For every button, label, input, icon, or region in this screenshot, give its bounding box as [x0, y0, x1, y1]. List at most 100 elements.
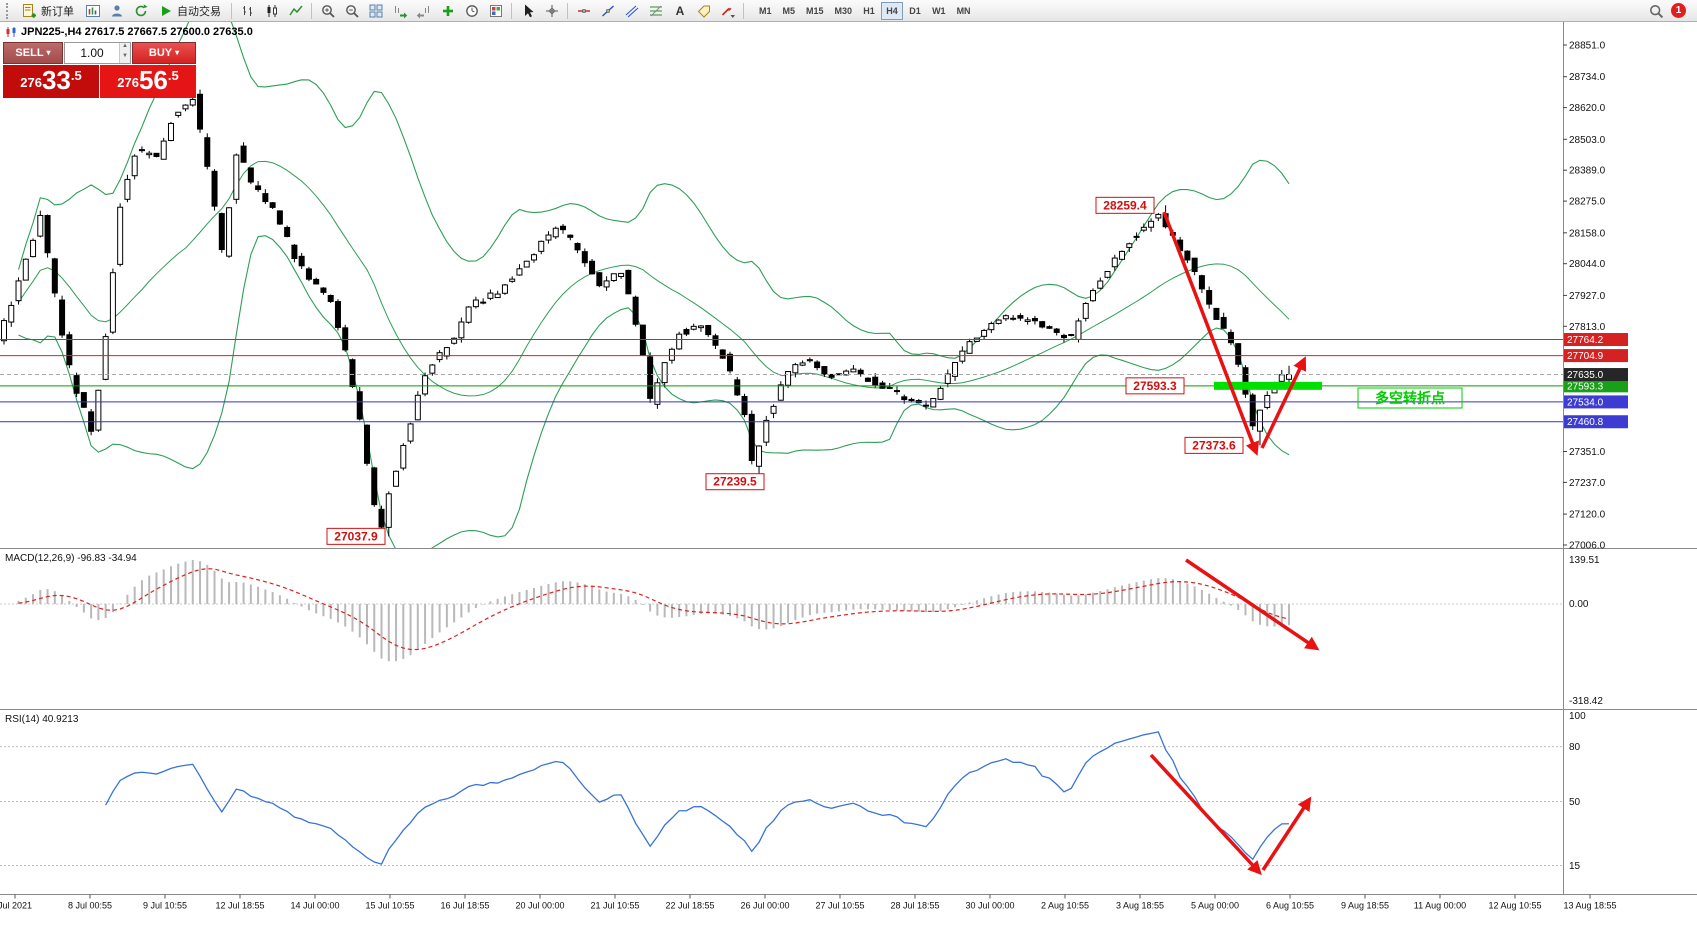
search-button[interactable] — [1644, 1, 1667, 21]
zoom-out-button[interactable] — [340, 1, 363, 21]
label-tool-button[interactable] — [692, 1, 715, 21]
turning-point-highlight[interactable] — [1214, 381, 1322, 390]
volume-down-icon[interactable]: ▼ — [120, 53, 130, 63]
periods-button[interactable] — [460, 1, 483, 21]
timeframe-m15-button[interactable]: M15 — [801, 2, 829, 20]
macd-plot[interactable] — [17, 560, 1291, 662]
sell-caret-icon: ▾ — [46, 48, 51, 57]
candle-body — [618, 272, 625, 278]
timeframe-w1-button[interactable]: W1 — [927, 2, 951, 20]
buy-caret-icon: ▾ — [175, 48, 180, 57]
tile-windows-button[interactable] — [364, 1, 387, 21]
profile-button[interactable] — [105, 1, 128, 21]
candle-body — [197, 93, 204, 130]
timeframe-m30-button[interactable]: M30 — [830, 2, 858, 20]
trend-arrow[interactable] — [1162, 211, 1260, 456]
fibonacci-tool-button[interactable] — [644, 1, 667, 21]
trend-arrow[interactable] — [1185, 558, 1320, 651]
rsi-level-label: 80 — [1569, 742, 1581, 753]
price-annotation-label: 27037.9 — [334, 529, 378, 543]
price-annotation-box[interactable] — [1184, 436, 1244, 454]
channel-tool-button[interactable] — [620, 1, 643, 21]
toolbar-separator — [567, 2, 568, 19]
timeframe-h1-button[interactable]: H1 — [858, 2, 880, 20]
refresh-button[interactable] — [129, 1, 152, 21]
timeframe-h4-button[interactable]: H4 — [881, 1, 904, 20]
auto-scroll-button[interactable] — [388, 1, 411, 21]
candle-body — [30, 239, 37, 258]
chart-shift-button[interactable] — [412, 1, 435, 21]
time-label: Jul 2021 — [0, 901, 32, 911]
candle-body — [1111, 257, 1118, 268]
timeframe-toolbar: M1 M5 M15 M30 H1 H4 D1 W1 MN — [754, 1, 976, 20]
price-annotation-label: 27239.5 — [713, 475, 757, 489]
turning-point-box[interactable] — [1357, 387, 1463, 409]
time-label: 13 Aug 18:55 — [1563, 901, 1616, 911]
charts-button[interactable] — [81, 1, 104, 21]
price-tag-label: 27534.0 — [1567, 397, 1604, 408]
shapes-tool-button[interactable] — [716, 1, 739, 21]
candle-body — [414, 394, 421, 421]
templates-button[interactable] — [484, 1, 507, 21]
chart-title: JPN225-,H4 27617.5 27667.5 27600.0 27635… — [5, 26, 253, 38]
candle-body — [814, 361, 821, 369]
price-annotation-box[interactable] — [1095, 196, 1155, 214]
chart-window-icon — [85, 4, 100, 17]
crosshair-button[interactable] — [540, 1, 563, 21]
time-axis[interactable]: Jul 2021 8 Jul 00:55 9 Jul 10:55 12 Jul 18:… — [0, 894, 1617, 911]
candle-body — [15, 280, 22, 302]
time-label: 16 Jul 18:55 — [440, 901, 489, 911]
cursor-button[interactable] — [516, 1, 539, 21]
line-chart-mode-button[interactable] — [284, 1, 307, 21]
timeframe-m1-button[interactable]: M1 — [754, 2, 777, 20]
sell-price-display[interactable]: 276 33.5 — [3, 65, 99, 98]
volume-up-icon[interactable]: ▲ — [120, 43, 130, 53]
trend-arrow[interactable] — [1261, 796, 1312, 871]
auto-scroll-icon — [394, 5, 407, 18]
buy-button[interactable]: BUY ▾ — [132, 42, 196, 64]
toolbar: 新订单 自动交易 — [0, 0, 1697, 22]
candle-body — [1213, 307, 1220, 320]
candle-body — [668, 348, 675, 361]
candle-body — [872, 376, 879, 386]
candle-body — [1075, 320, 1082, 340]
new-order-button[interactable]: 新订单 — [15, 1, 80, 21]
autotrading-button[interactable]: 自动交易 — [153, 1, 227, 21]
toolbar-grip[interactable] — [6, 2, 11, 19]
bar-chart-mode-button[interactable] — [236, 1, 259, 21]
text-tool-button[interactable]: A — [668, 1, 691, 21]
indicators-button[interactable] — [436, 1, 459, 21]
zoom-in-button[interactable] — [316, 1, 339, 21]
main-plot[interactable] — [1, 89, 1293, 537]
candle-body — [893, 390, 900, 393]
candle-body — [371, 467, 378, 506]
sell-button[interactable]: SELL ▾ — [3, 42, 63, 64]
candle-body — [501, 284, 508, 294]
price-tick-label: 28275.0 — [1569, 197, 1606, 208]
candle-body — [581, 251, 588, 264]
candle-body — [748, 413, 755, 461]
candle-body — [734, 379, 741, 396]
buy-price-display[interactable]: 276 56.5 — [100, 65, 196, 98]
timeframe-d1-button[interactable]: D1 — [904, 2, 926, 20]
candle-body — [560, 225, 567, 231]
candle-body — [102, 336, 109, 380]
candle-body — [1, 320, 7, 342]
timeframe-m5-button[interactable]: M5 — [778, 2, 801, 20]
volume-input[interactable] — [65, 43, 120, 63]
trendline-tool-button[interactable] — [596, 1, 619, 21]
horizontal-line-tool-button[interactable] — [572, 1, 595, 21]
candlestick-mode-button[interactable] — [260, 1, 283, 21]
candle-body — [37, 214, 44, 237]
trend-arrow[interactable] — [1260, 356, 1307, 449]
price-annotation-box[interactable] — [705, 473, 765, 491]
trend-arrow[interactable] — [1149, 753, 1262, 876]
time-label: 11 Aug 00:00 — [1414, 901, 1466, 911]
notification-badge[interactable]: 1 — [1671, 3, 1686, 18]
price-annotation-box[interactable] — [1125, 377, 1185, 395]
timeframe-mn-button[interactable]: MN — [952, 2, 976, 20]
price-axis[interactable]: 28851.0 28734.0 28620.0 28503.0 28389.0 28275… — [1563, 41, 1628, 552]
price-annotation-box[interactable] — [326, 527, 386, 545]
candle-body — [654, 382, 661, 405]
